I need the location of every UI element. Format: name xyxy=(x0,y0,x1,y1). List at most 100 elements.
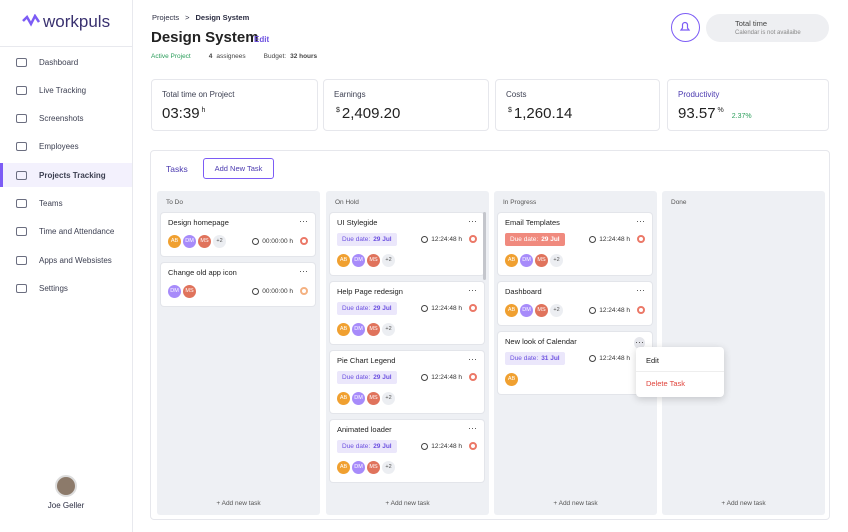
nav-label: Dashboard xyxy=(39,57,79,67)
task-row: AB DM MS +2 00:00:00 h xyxy=(168,232,308,250)
task-menu[interactable]: ··· xyxy=(468,285,477,295)
task-menu[interactable]: ··· xyxy=(299,216,308,226)
total-time[interactable]: Total time Calendar is not availaibe xyxy=(706,14,829,42)
priority-icon[interactable] xyxy=(469,304,477,312)
due-label: Due date: xyxy=(342,373,371,381)
clock-icon xyxy=(252,287,260,295)
task-card[interactable]: New look of Calendar ··· Due date: 31 Jul 12… xyxy=(498,332,652,394)
task-row: AB DM MS +2 xyxy=(337,458,477,476)
nav-item[interactable]: Teams xyxy=(0,192,132,216)
column-title: To Do xyxy=(166,199,183,206)
nav-item[interactable]: Screenshots xyxy=(0,107,132,131)
task-row: DM MS 00:00:00 h xyxy=(168,282,308,300)
task-header: Animated loader ··· xyxy=(337,423,477,437)
context-menu: Edit Delete Task xyxy=(636,347,724,397)
nav-item[interactable]: Employees xyxy=(0,135,132,159)
task-header: Dashboard ··· xyxy=(505,285,645,299)
assignee-count: 4 xyxy=(208,53,213,60)
add-task-link[interactable]: + Add new task xyxy=(721,500,766,507)
stat-number: 03:39 xyxy=(162,105,200,122)
time: 12:24:48 h xyxy=(421,442,462,450)
task-header: Email Templates ··· xyxy=(505,216,645,230)
nav-item[interactable]: Time and Attendance xyxy=(0,220,132,244)
nav-item[interactable]: Apps and Websistes xyxy=(0,248,132,272)
user-avatar[interactable] xyxy=(55,475,77,497)
stat-value: 93.57 % 2.37% xyxy=(678,105,818,122)
user-name[interactable]: Joe Geller xyxy=(47,501,85,510)
priority-icon[interactable] xyxy=(469,235,477,243)
add-task-link[interactable]: + Add new task xyxy=(553,500,598,507)
avatar: AB xyxy=(505,303,518,317)
task-menu[interactable]: ··· xyxy=(634,337,645,349)
avatar-more: +2 xyxy=(382,391,395,405)
nav-item[interactable]: Projects Tracking xyxy=(0,163,132,188)
nav-item[interactable]: Settings xyxy=(0,276,132,300)
board-panel: Tasks Add New Task xyxy=(150,150,830,520)
priority-icon[interactable] xyxy=(300,287,308,295)
clock-icon xyxy=(252,237,260,245)
priority-icon[interactable] xyxy=(637,235,645,243)
task-card[interactable]: UI Stylegide ··· Due date: 29 Jul 12:24:48 h… xyxy=(330,213,484,275)
notification-button[interactable] xyxy=(671,13,700,42)
time-value: 00:00:00 h xyxy=(262,237,293,245)
due-date: Due date: 29 Jul xyxy=(337,370,397,384)
task-card[interactable]: Animated loader ··· Due date: 29 Jul 12:24:4… xyxy=(330,420,484,482)
crumb[interactable]: Projects xyxy=(152,13,180,22)
priority-icon[interactable] xyxy=(637,306,645,314)
priority-icon[interactable] xyxy=(300,237,308,245)
avatar: MS xyxy=(367,460,380,474)
add-task-link[interactable]: + Add new task xyxy=(216,500,261,507)
task-menu[interactable]: ··· xyxy=(468,354,477,364)
sidebar: workpuls Joe Geller Dashboard Live Tracki… xyxy=(0,0,133,532)
menu-item[interactable]: Edit xyxy=(636,347,724,372)
priority-icon[interactable] xyxy=(469,442,477,450)
task-menu[interactable]: ··· xyxy=(636,285,645,295)
task-card[interactable]: Help Page redesign ··· Due date: 29 Jul 12:2… xyxy=(330,282,484,344)
task-menu[interactable]: ··· xyxy=(468,423,477,433)
avatar: AB xyxy=(337,460,350,474)
avatar: MS xyxy=(367,322,380,336)
nav-icon xyxy=(16,283,27,293)
due-value: 31 Jul xyxy=(541,354,560,362)
task-row: AB DM MS +2 12:24:48 h xyxy=(505,301,645,319)
stat-unit: h xyxy=(201,107,206,114)
task-row: AB DM MS +2 xyxy=(337,389,477,407)
stat-label: Earnings xyxy=(334,90,366,99)
nav-icon xyxy=(16,142,27,152)
task-card[interactable]: Change old app icon ··· DM MS 00:00:00 h xyxy=(161,263,315,306)
nav-item[interactable]: Live Tracking xyxy=(0,78,132,102)
task-menu[interactable]: ··· xyxy=(299,266,308,276)
edit-link[interactable]: Edit xyxy=(254,35,270,44)
stat-card: Productivity 93.57 % 2.37% xyxy=(667,79,829,131)
budget-label: Budget: xyxy=(263,53,287,60)
task-card[interactable]: Design homepage ··· AB DM MS +2 00:00:00 h xyxy=(161,213,315,256)
crumb-sep: > xyxy=(185,13,190,22)
avatar: DM xyxy=(352,460,365,474)
task-card[interactable]: Pie Chart Legend ··· Due date: 29 Jul 12:24:… xyxy=(330,351,484,413)
nav-icon xyxy=(16,227,27,237)
menu-item[interactable]: Delete Task xyxy=(646,379,686,388)
avatar: DM xyxy=(352,322,365,336)
avatar: DM xyxy=(352,391,365,405)
add-task-link[interactable]: + Add new task xyxy=(385,500,430,507)
task-card[interactable]: Email Templates ··· Due date: 29 Jul 12:24:4… xyxy=(498,213,652,275)
task-card[interactable]: Dashboard ··· AB DM MS +2 12:24:48 h xyxy=(498,282,652,325)
nav-icon xyxy=(16,170,27,180)
project-meta: Active Project 4 assignees Budget: 32 ho… xyxy=(151,53,317,60)
stat-number: 93.57 xyxy=(678,105,716,122)
nav-label: Projects Tracking xyxy=(39,170,106,180)
calendar-note: Calendar is not availaibe xyxy=(735,30,801,36)
nav-item[interactable]: Dashboard xyxy=(0,50,132,74)
logo-icon xyxy=(22,14,40,27)
task-menu[interactable]: ··· xyxy=(468,216,477,226)
time: 12:24:48 h xyxy=(589,235,630,243)
tab[interactable]: Tasks xyxy=(166,164,188,174)
add-task-button[interactable]: Add New Task xyxy=(203,158,274,179)
due-date: Due date: 29 Jul xyxy=(505,232,565,246)
clock-icon xyxy=(421,442,429,450)
priority-icon[interactable] xyxy=(469,373,477,381)
avatar-more: +2 xyxy=(550,303,563,317)
avatar: DM xyxy=(168,284,181,298)
task-menu[interactable]: ··· xyxy=(636,216,645,226)
task-row: AB DM MS +2 xyxy=(337,320,477,338)
